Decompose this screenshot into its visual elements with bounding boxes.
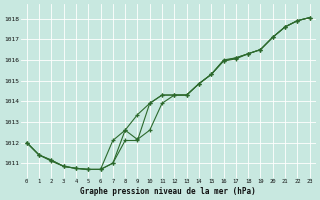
X-axis label: Graphe pression niveau de la mer (hPa): Graphe pression niveau de la mer (hPa) <box>80 187 256 196</box>
